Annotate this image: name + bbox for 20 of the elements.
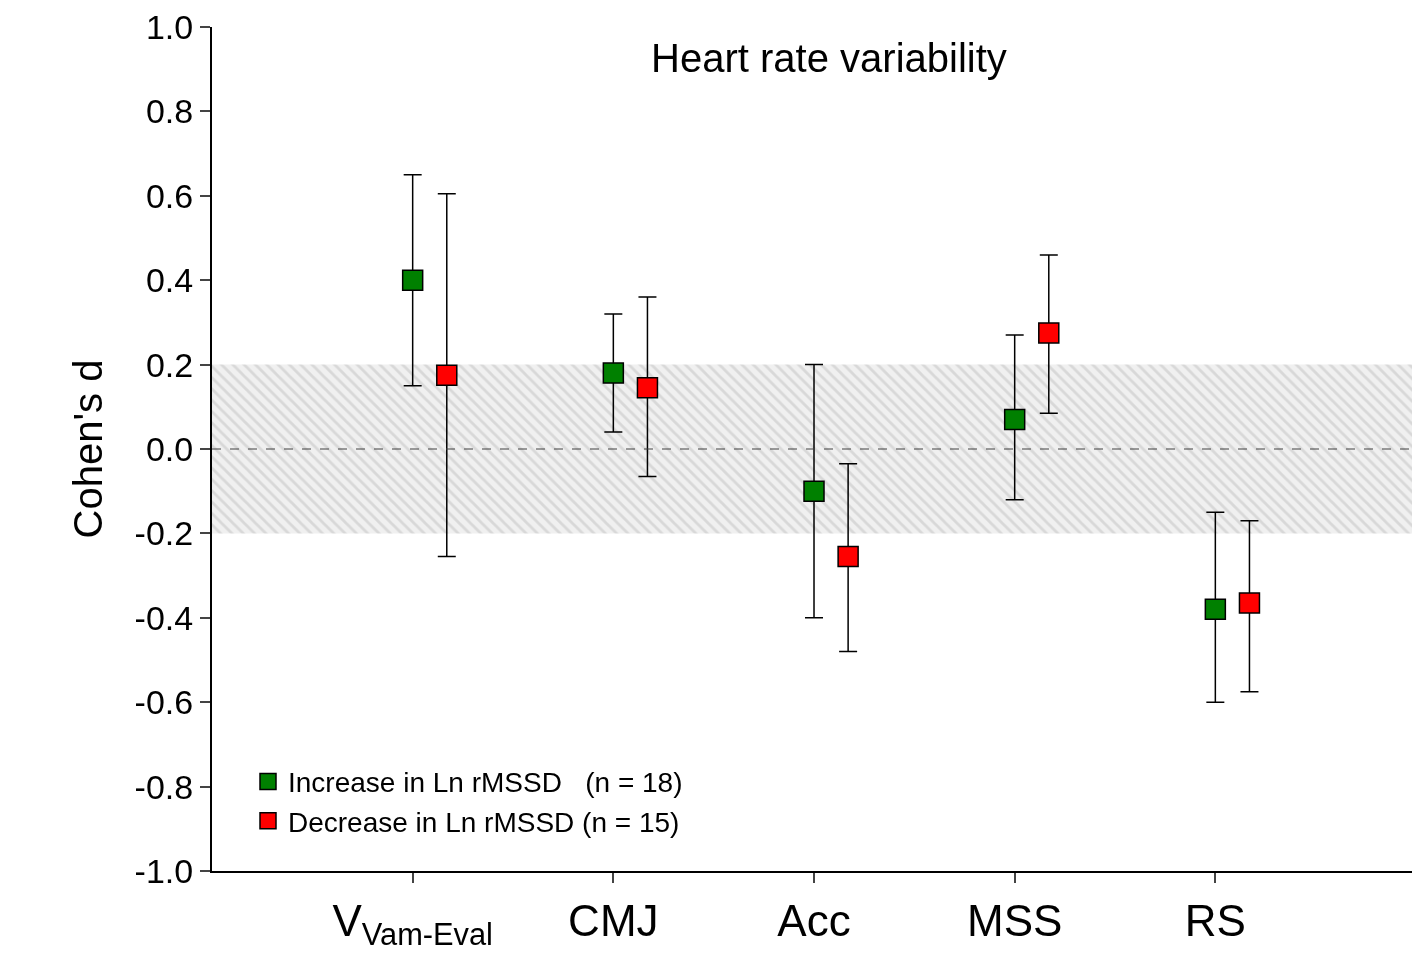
x-tick-label: CMJ [568,895,659,945]
x-tick-label: Acc [777,895,851,945]
y-tick-label: 0.0 [145,429,194,468]
y-tick-label: -0.2 [134,514,194,553]
y-tick-label: 0.8 [145,92,194,131]
legend-label: Decrease in Ln rMSSD (n = 15) [288,806,680,838]
y-tick-label: 0.2 [145,345,194,384]
y-tick-label: 1.0 [145,7,194,46]
y-tick-label: 0.6 [145,176,194,215]
y-tick-label: -0.6 [134,683,194,722]
y-tick-label: -1.0 [134,851,194,890]
chart-title: Heart rate variability [651,35,1007,80]
y-tick-label: -0.4 [134,598,194,637]
x-tick-label: MSS [967,895,1063,945]
x-tick-label: RS [1184,895,1246,945]
y-tick-label: 0.4 [145,261,194,300]
y-tick-label: -0.8 [134,767,194,806]
y-axis-title: Cohen's d [65,359,110,539]
x-tick-label: V$_{Vam-Eval}$ [332,895,493,953]
legend-label: Increase in Ln rMSSD (n = 18) [288,767,683,799]
